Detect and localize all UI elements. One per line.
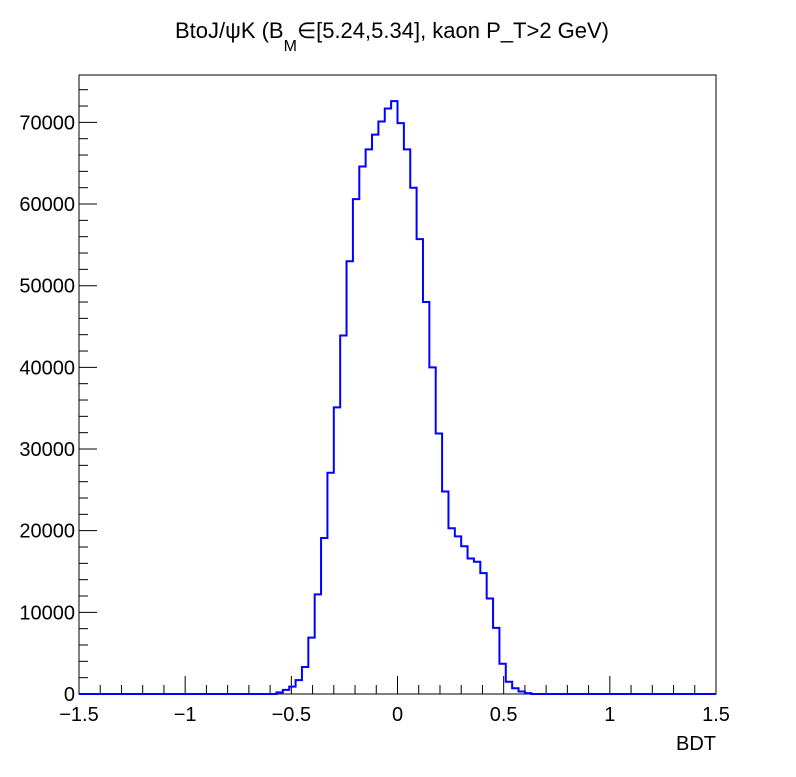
chart-title: BtoJ/ψK (BM∈[5.24,5.34], kaon P_T>2 GeV) <box>175 18 609 55</box>
y-tick-label: 40000 <box>19 357 75 379</box>
histogram-bin <box>468 558 474 694</box>
histogram-bin <box>398 123 404 694</box>
title-prefix: BtoJ/ <box>175 18 226 43</box>
histogram-bin <box>353 199 359 694</box>
histogram-bin <box>461 546 467 694</box>
histogram-bin <box>359 166 365 694</box>
histogram-bin <box>372 135 378 694</box>
x-tick-label: −1.5 <box>59 704 98 726</box>
title-mid: K (B <box>241 18 284 43</box>
x-tick-label: 0.5 <box>490 704 518 726</box>
y-tick-label: 70000 <box>19 112 75 134</box>
y-tick-label: 50000 <box>19 276 75 298</box>
title-psi-symbol: ψ <box>225 18 241 43</box>
title-subscript: M <box>284 38 297 55</box>
x-tick-label: −0.5 <box>272 704 311 726</box>
histogram-bin <box>417 239 423 694</box>
histogram-bin <box>385 108 391 694</box>
y-tick-label: 10000 <box>19 602 75 624</box>
y-tick-label: 60000 <box>19 194 75 216</box>
y-tick-label: 30000 <box>19 439 75 461</box>
y-tick-label: 0 <box>64 684 75 706</box>
histogram-bin <box>448 528 454 694</box>
histogram-series-line <box>79 100 716 695</box>
plot-frame <box>78 74 717 695</box>
x-axis-title: BDT <box>676 733 716 755</box>
histogram-bin <box>404 149 410 694</box>
histogram-bin <box>410 188 416 694</box>
y-tick-label: 20000 <box>19 521 75 543</box>
histogram-bin <box>455 536 461 694</box>
histogram-bin <box>378 122 384 694</box>
histogram-bin <box>474 562 480 694</box>
x-tick-label: 0 <box>392 704 403 726</box>
x-tick-label: 1.5 <box>702 704 730 726</box>
plot-area: −1.5 −1 −0.5 0 0.5 1 1.5 0 10000 20000 30000 40000 5… <box>19 74 730 726</box>
x-tick-label: 1 <box>604 704 615 726</box>
histogram-bin <box>366 149 372 694</box>
title-suffix: ∈[5.24,5.34], kaon P_T>2 GeV) <box>297 18 609 43</box>
x-tick-label: −1 <box>174 704 197 726</box>
histogram-bin <box>391 101 397 694</box>
